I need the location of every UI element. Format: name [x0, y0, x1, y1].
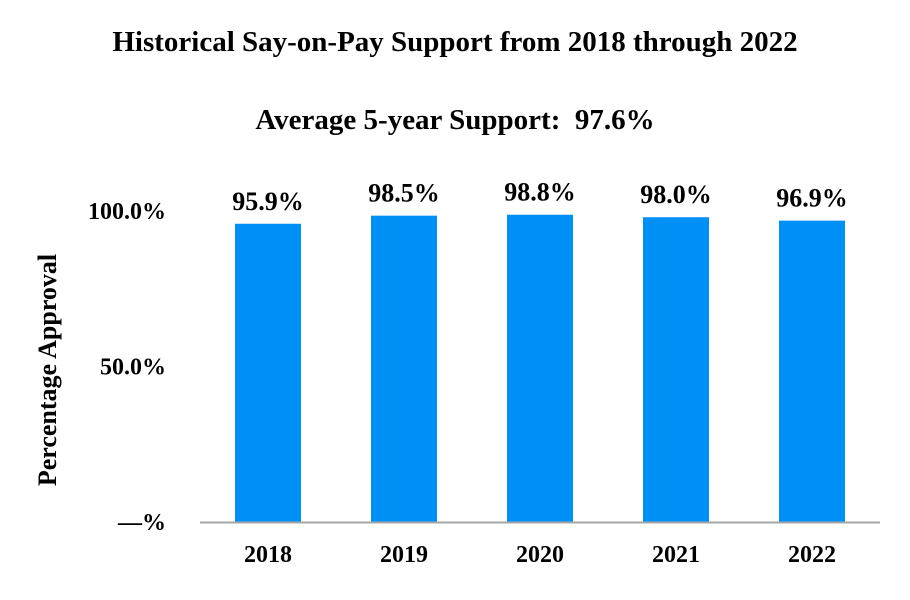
bar-2022 — [779, 220, 845, 523]
y-axis-label: Percentage Approval — [33, 254, 62, 486]
y-tick-label-2: 100.0% — [88, 199, 166, 225]
data-label-2019: 98.5% — [368, 179, 440, 208]
x-tick-labels-layer: 2018 2019 2020 2021 2022 — [244, 542, 836, 568]
x-tick-label-2020: 2020 — [516, 542, 564, 568]
bars-layer — [235, 214, 845, 523]
bar-2019 — [371, 215, 437, 523]
chart-title: Historical Say-on-Pay Support from 2018 … — [112, 26, 798, 58]
data-label-2021: 98.0% — [640, 180, 712, 209]
x-tick-label-2018: 2018 — [244, 542, 292, 568]
x-tick-label-2019: 2019 — [380, 542, 428, 568]
bar-2021 — [643, 217, 709, 522]
data-label-2018: 95.9% — [232, 187, 304, 216]
bar-2018 — [235, 223, 301, 522]
y-tick-labels-layer: —% 50.0% 100.0% — [88, 199, 166, 536]
y-tick-label-0: —% — [117, 510, 166, 536]
x-tick-label-2021: 2021 — [652, 542, 700, 568]
y-tick-label-1: 50.0% — [100, 355, 166, 381]
chart-subtitle: Average 5-year Support: 97.6% — [255, 104, 655, 136]
data-labels-layer: 95.9% 98.5% 98.8% 98.0% 96.9% — [232, 178, 848, 216]
x-tick-label-2022: 2022 — [788, 542, 836, 568]
data-label-2020: 98.8% — [504, 178, 576, 207]
bar-2020 — [507, 214, 573, 522]
data-label-2022: 96.9% — [776, 184, 848, 213]
